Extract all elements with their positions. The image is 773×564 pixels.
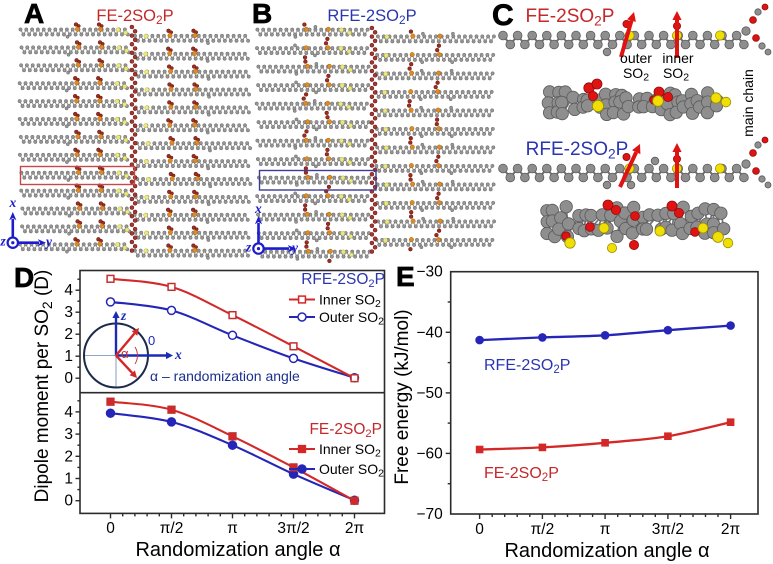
svg-text:main chain: main chain <box>740 69 756 137</box>
svg-text:1: 1 <box>64 348 73 365</box>
svg-text:Randomization angle α: Randomization angle α <box>504 540 709 562</box>
svg-text:FE-2SO2P: FE-2SO2P <box>526 6 615 28</box>
svg-text:y: y <box>44 234 53 249</box>
svg-text:4: 4 <box>64 404 73 421</box>
svg-text:z: z <box>120 308 127 323</box>
svg-text:SO2: SO2 <box>623 65 649 84</box>
svg-text:FE-2SO2P: FE-2SO2P <box>96 7 173 27</box>
svg-text:π/2: π/2 <box>531 521 555 538</box>
svg-text:z: z <box>0 234 7 249</box>
svg-text:B: B <box>252 0 272 29</box>
svg-text:4: 4 <box>64 282 73 299</box>
svg-text:RFE-2SO2P: RFE-2SO2P <box>327 7 416 27</box>
svg-text:Outer SO2: Outer SO2 <box>319 309 384 328</box>
svg-text:Dipole moment per SO2 (D): Dipole moment per SO2 (D) <box>32 270 55 503</box>
svg-text:x: x <box>9 195 17 210</box>
svg-text:z: z <box>245 240 252 255</box>
svg-text:RFE-2SO2P: RFE-2SO2P <box>301 271 385 290</box>
svg-text:y: y <box>290 240 299 255</box>
svg-text:0: 0 <box>64 370 73 387</box>
svg-text:FE-2SO2P: FE-2SO2P <box>309 421 382 440</box>
svg-text:SO2: SO2 <box>663 65 689 84</box>
svg-text:E: E <box>396 261 415 292</box>
svg-text:Inner SO2: Inner SO2 <box>319 292 381 311</box>
svg-text:2: 2 <box>64 326 73 343</box>
svg-text:Randomization angle α: Randomization angle α <box>135 539 340 561</box>
svg-text:0: 0 <box>64 493 73 510</box>
svg-text:outer: outer <box>620 50 652 66</box>
svg-text:π: π <box>600 521 611 538</box>
svg-text:D: D <box>14 262 34 293</box>
svg-text:3: 3 <box>64 426 73 443</box>
svg-text:2: 2 <box>64 448 73 465</box>
svg-text:RFE-2SO2P: RFE-2SO2P <box>526 139 629 161</box>
svg-text:2π: 2π <box>721 521 741 538</box>
svg-text:inner: inner <box>662 50 693 66</box>
svg-text:−30: −30 <box>416 264 443 281</box>
svg-text:2π: 2π <box>345 520 365 537</box>
svg-text:α – randomization angle: α – randomization angle <box>150 368 300 384</box>
svg-text:0: 0 <box>148 333 155 348</box>
svg-text:π/2: π/2 <box>160 520 184 537</box>
svg-text:−40: −40 <box>416 324 443 341</box>
svg-text:Free energy (kJ/mol): Free energy (kJ/mol) <box>392 309 413 484</box>
svg-text:3π/2: 3π/2 <box>652 521 684 538</box>
svg-text:C: C <box>492 0 514 32</box>
svg-text:A: A <box>24 0 44 29</box>
svg-text:0: 0 <box>106 520 115 537</box>
svg-text:−70: −70 <box>416 506 443 523</box>
svg-text:π: π <box>227 520 238 537</box>
svg-text:3π/2: 3π/2 <box>277 520 309 537</box>
svg-text:x: x <box>254 201 262 216</box>
svg-text:Inner SO2: Inner SO2 <box>319 441 381 460</box>
svg-text:3: 3 <box>64 304 73 321</box>
svg-text:1: 1 <box>64 471 73 488</box>
svg-text:α: α <box>121 346 129 361</box>
svg-text:0: 0 <box>475 521 484 538</box>
svg-text:x: x <box>174 347 182 362</box>
svg-text:Outer SO2: Outer SO2 <box>319 461 384 480</box>
svg-text:−50: −50 <box>416 385 443 402</box>
svg-text:−60: −60 <box>416 445 443 462</box>
svg-text:RFE-2SO2P: RFE-2SO2P <box>484 357 570 376</box>
svg-text:FE-2SO2P: FE-2SO2P <box>484 465 559 484</box>
